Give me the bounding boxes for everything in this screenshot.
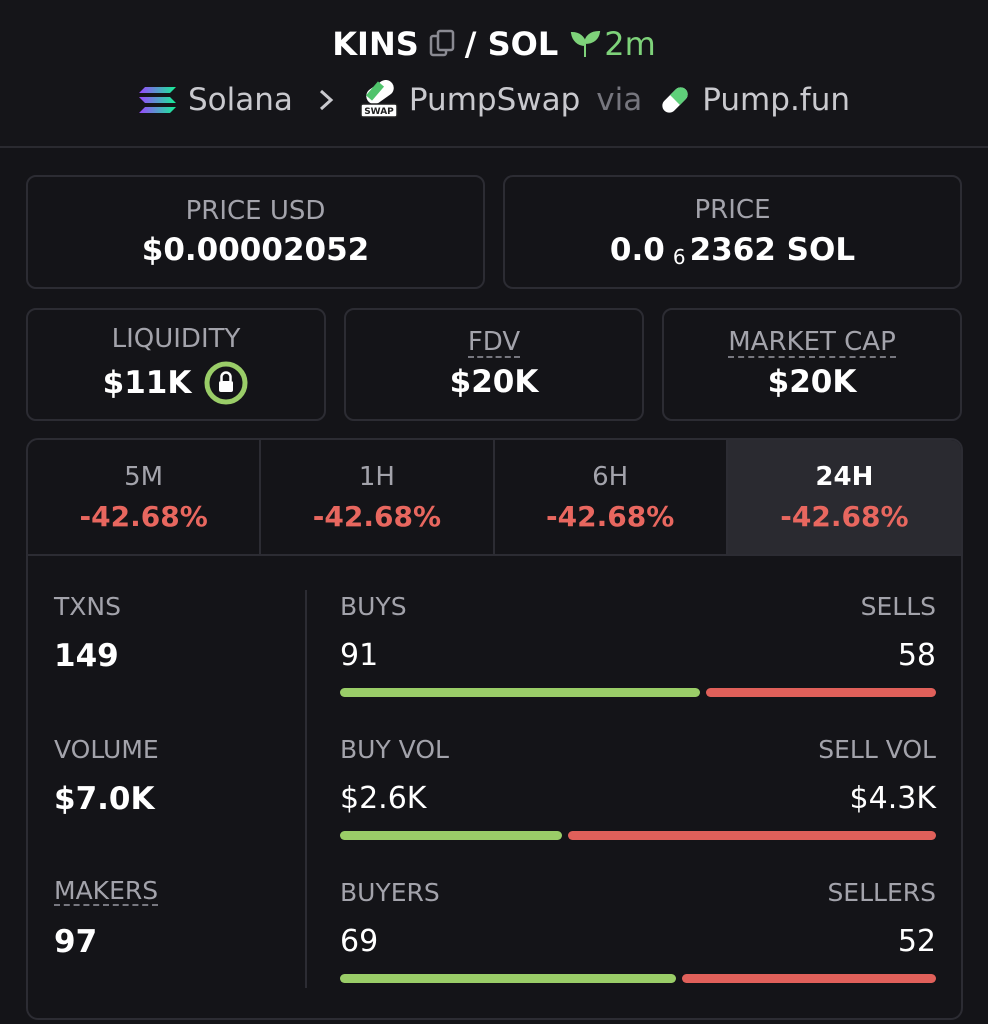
period-label: 6H [592,461,629,492]
sprout-icon [571,30,601,57]
label: PRICE [694,195,771,225]
period-tab[interactable]: 1H -42.68% [261,440,495,556]
stats-panel: 5M -42.68% 1H -42.68% 6H -42.68% 24H -42.68% TXN… [26,438,963,1020]
pumpfun-icon [662,87,688,113]
pair-header: KINS / SOL 2m Solana SWAP PumpSwap via P… [0,0,988,148]
period-tab[interactable]: 6H -42.68% [494,440,728,556]
buy-value: 69 [340,924,379,959]
launchpad[interactable]: Pump.fun [702,82,850,118]
chain[interactable]: Solana [188,82,293,118]
dex[interactable]: PumpSwap [408,82,581,118]
pair-title: KINS / SOL 2m [0,20,988,68]
token: KINS [332,25,419,63]
solana-icon [139,87,176,113]
svg-text:SWAP: SWAP [364,107,394,117]
sell-value: $4.3K [849,781,936,816]
price-usd-card: PRICE USD $0.00002052 [26,175,485,289]
period-label: 5M [124,461,164,492]
value: $20K [767,364,857,401]
sell-label: SELL VOL [818,735,936,764]
period-change: -42.68% [79,499,208,533]
buy-value: $2.6K [340,781,427,816]
sell-label: SELLERS [827,878,936,907]
chevron [319,89,334,111]
age: 2m [604,25,656,63]
sell-bar [682,974,936,983]
period-label: 1H [358,461,395,492]
copy-icon[interactable] [429,29,455,59]
stat-label: VOLUME [54,735,159,764]
buy-value: 91 [340,638,379,673]
sell-label: SELLS [860,592,936,621]
value-lead: 0.0 [609,232,665,268]
market-cap-card: MARKET CAP $20K [662,308,962,421]
breadcrumb: Solana SWAP PumpSwap via Pump.fun [0,76,988,124]
period-tab[interactable]: 24H -42.68% [727,440,961,556]
quote: / SOL [464,25,559,63]
period-tab[interactable]: 5M -42.68% [28,440,262,556]
value: $0.00002052 [141,232,370,268]
buy-bar [340,688,701,697]
value: $20K [449,364,539,401]
value-digits: 2362 SOL [689,232,856,268]
buy-bar [340,974,677,983]
divider [305,590,307,988]
buy-label: BUYS [340,592,407,621]
label: FDV [467,326,521,359]
sell-value: 52 [897,924,936,959]
buy-label: BUYERS [340,878,440,907]
zero-count: 6 [672,245,686,269]
fdv-card: FDV $20K [344,308,644,421]
period-change: -42.68% [546,499,675,533]
sell-bar [706,688,936,697]
stat-value: $7.0K [54,781,155,817]
period-change: -42.68% [312,499,441,533]
period-label: 24H [815,461,874,492]
buy-label: BUY VOL [340,735,449,764]
value: 0.0 6 2362 SOL [610,231,855,269]
buy-bar [340,831,563,840]
via: via [596,82,643,118]
liquidity-card: LIQUIDITY $11K [26,308,326,421]
lock-icon [204,361,248,404]
stat-label: MAKERS [54,876,159,907]
stat-value: 97 [54,924,98,960]
stat-value: 149 [54,638,119,674]
price-sol-card: PRICE 0.0 6 2362 SOL [503,175,962,289]
label: PRICE USD [185,196,326,226]
label: LIQUIDITY [111,323,241,354]
value-row: $11K [103,360,250,406]
stat-label: TXNS [54,592,121,621]
sell-bar [568,831,936,840]
value: $11K [102,364,192,401]
pumpswap-icon: SWAP [360,80,398,118]
label: MARKET CAP [728,326,896,359]
sell-value: 58 [897,638,936,673]
period-change: -42.68% [780,499,909,533]
